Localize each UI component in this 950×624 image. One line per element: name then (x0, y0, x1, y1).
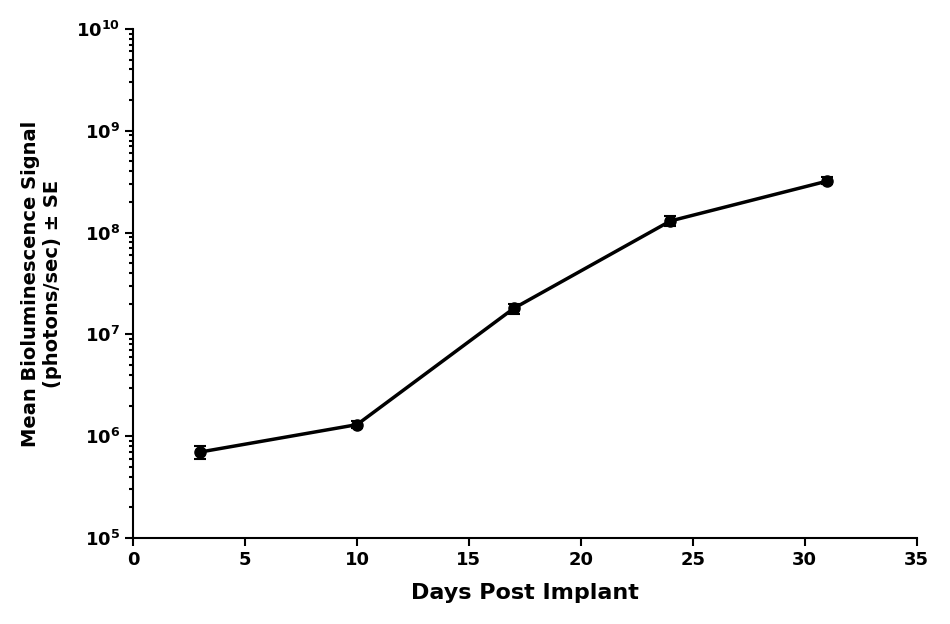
X-axis label: Days Post Implant: Days Post Implant (411, 583, 638, 603)
Y-axis label: Mean Bioluminescence Signal
(photons/sec) ± SE: Mean Bioluminescence Signal (photons/sec… (21, 120, 62, 447)
